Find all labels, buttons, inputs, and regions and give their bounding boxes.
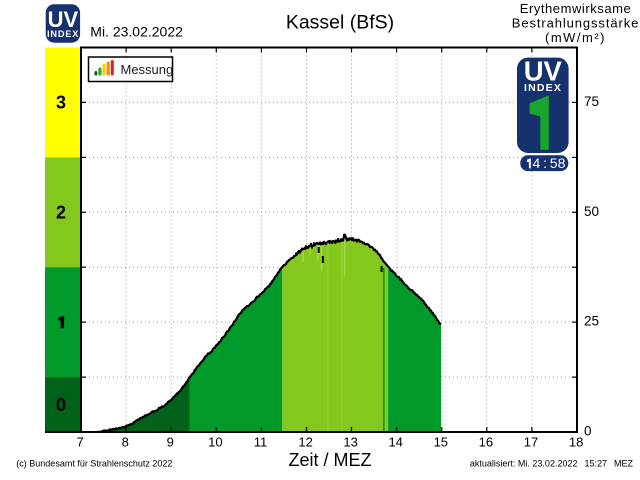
svg-text:Bestrahlungsstärke: Bestrahlungsstärke <box>512 16 639 31</box>
svg-text:14: 14 <box>388 434 402 449</box>
svg-text:8: 8 <box>122 434 129 449</box>
svg-text:UV: UV <box>524 56 563 87</box>
svg-text:12: 12 <box>298 434 312 449</box>
svg-text:Mi. 23.02.2022: Mi. 23.02.2022 <box>90 24 183 40</box>
svg-text:INDEX: INDEX <box>47 29 79 39</box>
svg-text:50: 50 <box>584 204 599 219</box>
svg-text:7: 7 <box>76 434 83 449</box>
svg-text:(c) Bundesamt für Strahlenschu: (c) Bundesamt für Strahlenschutz 2022 <box>16 458 172 468</box>
svg-text:18: 18 <box>569 434 583 449</box>
svg-text:0: 0 <box>56 395 66 415</box>
svg-text:3: 3 <box>56 93 66 113</box>
svg-text:(mW/m²): (mW/m²) <box>545 30 606 45</box>
svg-text:10: 10 <box>208 434 222 449</box>
svg-text:Messung: Messung <box>121 62 174 77</box>
svg-text:UV: UV <box>48 7 79 32</box>
svg-text:75: 75 <box>584 94 599 109</box>
svg-text:Erythemwirksame: Erythemwirksame <box>520 1 632 16</box>
svg-text:17: 17 <box>524 434 538 449</box>
svg-text:13: 13 <box>343 434 357 449</box>
svg-text:9: 9 <box>167 434 174 449</box>
svg-text:15: 15 <box>434 434 448 449</box>
svg-text:4 : 58: 4 : 58 <box>533 155 566 171</box>
svg-text:16: 16 <box>479 434 493 449</box>
svg-text:25: 25 <box>584 314 599 329</box>
svg-text:Kassel (BfS): Kassel (BfS) <box>286 12 394 34</box>
svg-text:INDEX: INDEX <box>524 82 562 94</box>
svg-text:2: 2 <box>56 203 66 223</box>
svg-text:11: 11 <box>254 434 268 449</box>
svg-text:aktualisiert: Mi. 23.02.2022: aktualisiert: Mi. 23.02.2022 15:27 MEZ <box>470 458 634 468</box>
svg-text:0: 0 <box>584 424 592 439</box>
svg-text:Zeit / MEZ: Zeit / MEZ <box>288 450 371 470</box>
